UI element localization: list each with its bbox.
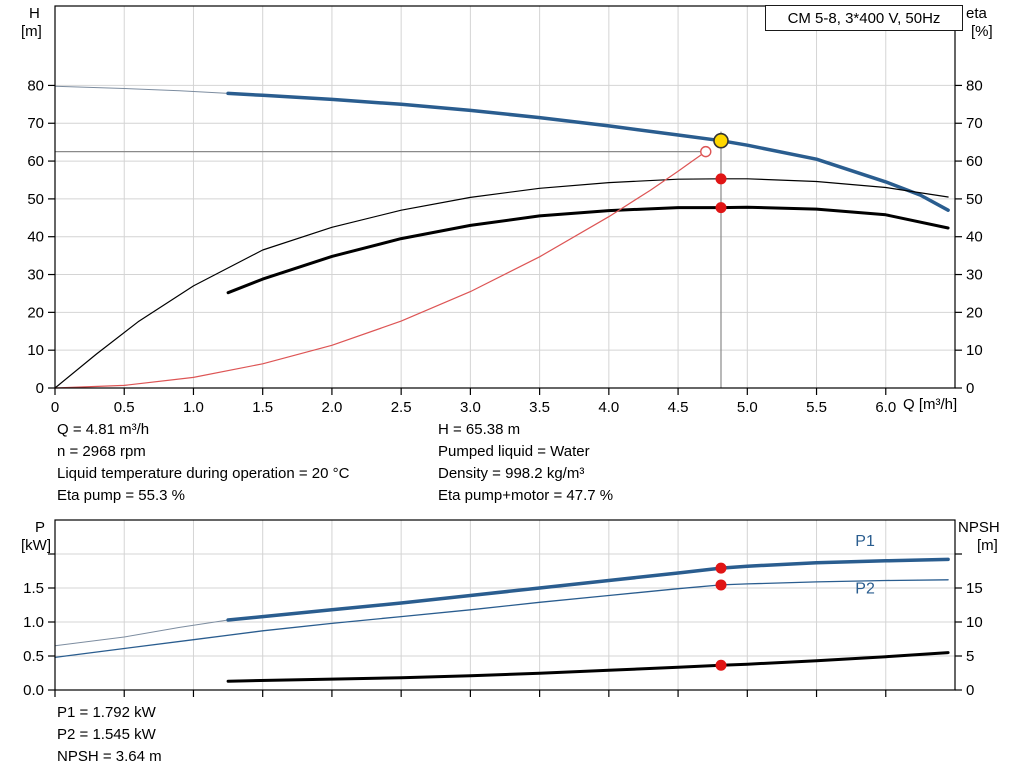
right-tick-label: 10	[966, 614, 983, 631]
x-tick-label: 5.0	[737, 399, 758, 416]
head-curve	[226, 91, 950, 212]
x-tick-label: 0.5	[114, 399, 135, 416]
right-tick-label: 40	[966, 229, 983, 246]
left-tick-label: 80	[27, 77, 44, 94]
right-tick-label: 15	[966, 580, 983, 597]
left-tick-label: 0	[36, 380, 44, 397]
power-axis-name: P	[35, 519, 46, 536]
annotation-flow: Q = 4.81 m³/h	[57, 421, 150, 438]
x-tick-label: 4.5	[668, 399, 689, 416]
p1-curve-lead	[54, 619, 229, 647]
eta-pump-point[interactable]	[715, 173, 727, 185]
series-label-p2: P2	[855, 580, 875, 597]
head-axis-unit: [m]	[21, 23, 42, 40]
pump-title-box: CM 5-8, 3*400 V, 50Hz	[765, 5, 963, 31]
eta-pump-motor-curve	[226, 205, 950, 295]
npsh-curve	[226, 651, 950, 683]
npsh-axis-name: NPSH	[958, 519, 1000, 536]
requested-duty-point[interactable]	[700, 145, 712, 158]
left-tick-label: 0.5	[23, 648, 44, 665]
npsh-point[interactable]	[715, 659, 727, 671]
power-axis-unit: [kW]	[21, 537, 51, 554]
system-curve	[54, 151, 707, 389]
p1-curve	[226, 557, 950, 622]
left-tick-label: 30	[27, 267, 44, 284]
duty-annotations-left: Q = 4.81 m³/h n = 2968 rpm Liquid temper…	[57, 419, 349, 507]
right-tick-label: 0	[966, 380, 974, 397]
right-tick-label: 70	[966, 115, 983, 132]
left-tick-label: 60	[27, 153, 44, 170]
annotation-eta-pump-motor: Eta pump+motor = 47.7 %	[438, 487, 614, 504]
left-tick-label: 20	[27, 304, 44, 321]
eta-pump-motor-point[interactable]	[715, 202, 727, 214]
power-annotations: P1 = 1.792 kW P2 = 1.545 kW NPSH = 3.64 …	[57, 702, 162, 768]
flow-axis-label: Q [m³/h]	[903, 396, 958, 413]
right-tick-label: 50	[966, 191, 983, 208]
right-tick-label: 80	[966, 77, 983, 94]
plot-frame	[54, 519, 956, 691]
annotation-liquid: Pumped liquid = Water	[438, 443, 590, 460]
left-tick-label: 1.0	[23, 614, 44, 631]
x-tick-label: 1.5	[252, 399, 273, 416]
p1-point[interactable]	[715, 562, 727, 574]
left-tick-label: 50	[27, 191, 44, 208]
head-axis-name: H	[29, 5, 40, 22]
x-tick-label: 4.0	[598, 399, 619, 416]
x-tick-label: 1.0	[183, 399, 204, 416]
series-label-p1: P1	[855, 533, 875, 550]
annotation-speed: n = 2968 rpm	[57, 443, 146, 460]
p2-point[interactable]	[715, 579, 727, 591]
right-tick-label: 0	[966, 682, 974, 699]
plot-frame	[54, 5, 956, 389]
head-curve-lead	[54, 85, 229, 94]
x-tick-label: 6.0	[875, 399, 896, 416]
annotation-npsh: NPSH = 3.64 m	[57, 748, 162, 765]
pump-title: CM 5-8, 3*400 V, 50Hz	[787, 9, 941, 27]
x-tick-label: 0	[51, 399, 59, 416]
right-tick-label: 5	[966, 648, 974, 665]
head-chart-plot[interactable]: 0 0.5 1.0 1.5 2.0 2.5 3.0 3.5 4.0 4.5 5.0 5.5 6.0 0 10…	[27, 5, 983, 416]
annotation-p2: P2 = 1.545 kW	[57, 726, 156, 743]
x-tick-label: 3.5	[529, 399, 550, 416]
annotation-density: Density = 998.2 kg/m³	[438, 465, 585, 482]
duty-annotations-right: H = 65.38 m Pumped liquid = Water Densit…	[438, 419, 613, 507]
right-tick-label: 10	[966, 342, 983, 359]
x-tick-label: 3.0	[460, 399, 481, 416]
right-tick-label: 30	[966, 267, 983, 284]
left-tick-label: 10	[27, 342, 44, 359]
left-tick-label: 40	[27, 229, 44, 246]
x-tick-label: 2.0	[321, 399, 342, 416]
x-tick-label: 2.5	[391, 399, 412, 416]
npsh-axis-unit: [m]	[977, 537, 998, 554]
annotation-eta-pump: Eta pump = 55.3 %	[57, 487, 185, 504]
eta-axis-name: eta	[966, 5, 987, 22]
x-tick-label: 5.5	[806, 399, 827, 416]
right-tick-label: 60	[966, 153, 983, 170]
power-chart-plot[interactable]: 0.0 0.5 1.0 1.5 0 5 10 15 P1 P2	[23, 519, 983, 699]
annotation-head: H = 65.38 m	[438, 421, 521, 438]
left-tick-label: 70	[27, 115, 44, 132]
left-tick-label: 0.0	[23, 682, 44, 699]
right-tick-label: 20	[966, 304, 983, 321]
left-tick-label: 1.5	[23, 580, 44, 597]
eta-axis-unit: [%]	[971, 23, 993, 40]
eta-pump-curve	[54, 178, 949, 389]
annotation-p1: P1 = 1.792 kW	[57, 704, 156, 721]
duty-point[interactable]	[713, 132, 729, 149]
p2-curve	[54, 579, 949, 659]
annotation-temperature: Liquid temperature during operation = 20…	[57, 465, 350, 482]
